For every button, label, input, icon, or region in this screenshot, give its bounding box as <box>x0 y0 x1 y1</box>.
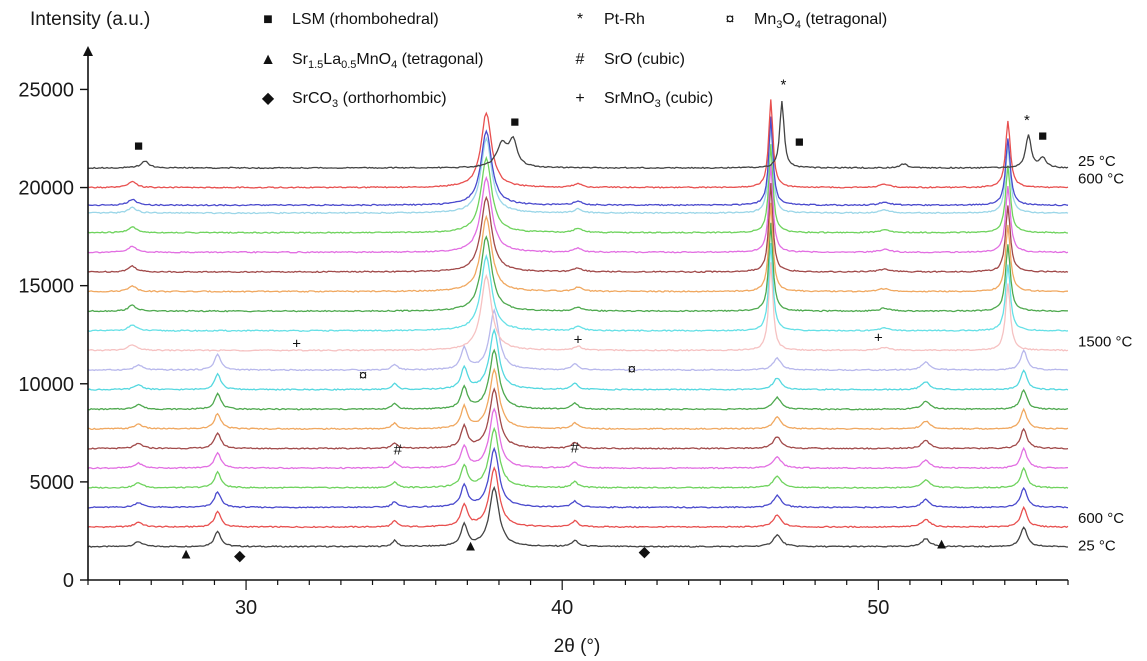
series-line <box>87 99 1069 189</box>
series-line <box>87 100 1069 170</box>
legend-label: Mn3O4 (tetragonal) <box>754 11 887 31</box>
peak-marker: + <box>574 332 583 349</box>
peak-marker: # <box>571 439 580 456</box>
peak-marker: ¤ <box>359 367 367 384</box>
series-line <box>87 116 1069 207</box>
legend-item: * Pt-Rh <box>577 11 645 28</box>
y-tick-label: 10000 <box>18 374 74 396</box>
peak-marker: ¤ <box>628 361 636 378</box>
y-ticks: 0 5000 10000 15000 20000 25000 <box>18 79 88 592</box>
series-line <box>88 182 1069 274</box>
temperature-label: 600 °C <box>1078 510 1124 527</box>
legend-symbol: ◆ <box>262 90 275 107</box>
x-tick-label: 30 <box>235 597 257 619</box>
series-line <box>88 348 1069 411</box>
legend-item: ¤ Mn3O4 (tetragonal) <box>726 11 888 31</box>
peak-marker: + <box>292 335 301 352</box>
legend-label: Pt-Rh <box>604 11 645 28</box>
y-tick-label: 25000 <box>18 79 74 101</box>
series-line <box>87 202 1069 293</box>
legend-symbol: ▲ <box>260 51 276 68</box>
temperature-label: 25 °C <box>1078 153 1116 170</box>
peak-marker: ▲ <box>179 545 194 562</box>
peak-marker: ◆ <box>639 543 651 560</box>
legend-label: Sr1.5La0.5MnO4 (tetragonal) <box>292 51 483 71</box>
series-line <box>87 222 1069 313</box>
series-line <box>87 387 1069 450</box>
temperature-label: 25 °C <box>1078 538 1116 555</box>
annotation-layer: ■ ■ ■ ■ * * + + + ¤ ¤ # # ▲ ▲ ▲ ◆ ◆ <box>134 76 1047 564</box>
plot-area: ■ ■ ■ ■ * * + + + ¤ ¤ # # ▲ ▲ ▲ ◆ ◆ <box>87 76 1069 564</box>
series-line <box>87 124 1069 215</box>
peak-marker: ■ <box>510 114 519 131</box>
legend-label: SrO (cubic) <box>604 51 685 68</box>
legend-item: ◆ SrCO3 (orthorhombic) <box>262 90 447 110</box>
peak-marker: # <box>394 441 403 458</box>
series-line <box>87 163 1069 254</box>
y-tick-label: 20000 <box>18 178 74 200</box>
legend-item: # SrO (cubic) <box>576 51 685 68</box>
y-axis-arrow <box>83 46 93 56</box>
y-tick-label: 0 <box>63 570 74 592</box>
legend-label: SrCO3 (orthorhombic) <box>292 90 447 110</box>
legend-symbol: * <box>577 11 583 28</box>
series-line <box>87 466 1069 529</box>
series-line <box>87 367 1069 431</box>
x-tick-label: 40 <box>551 597 573 619</box>
series-line <box>87 328 1069 391</box>
series-line <box>87 485 1068 548</box>
y-tick-label: 15000 <box>18 276 74 298</box>
series-line <box>87 446 1069 509</box>
series-line <box>87 144 1069 234</box>
peak-marker: + <box>874 330 883 347</box>
legend-symbol: # <box>576 51 585 68</box>
peak-marker: ■ <box>1038 127 1047 144</box>
x-axis-title: 2θ (°) <box>554 636 601 657</box>
series-line <box>87 242 1069 333</box>
peak-marker: ▲ <box>934 536 949 553</box>
peak-marker: ◆ <box>234 547 246 564</box>
series-layer <box>87 99 1069 548</box>
x-ticks: 30 40 50 <box>87 580 1069 619</box>
temperature-label: 1500 °C <box>1078 333 1133 350</box>
x-tick-label: 50 <box>867 597 889 619</box>
series-line <box>87 262 1069 352</box>
legend-item: + SrMnO3 (cubic) <box>575 90 713 110</box>
peak-marker: ■ <box>134 137 143 154</box>
peak-marker: ▲ <box>463 538 478 555</box>
series-line <box>87 426 1069 489</box>
legend-label: SrMnO3 (cubic) <box>604 90 713 110</box>
peak-marker: * <box>781 76 787 93</box>
peak-marker: * <box>1024 112 1030 129</box>
legend-symbol: ¤ <box>726 11 735 28</box>
legend-symbol: ■ <box>263 11 273 28</box>
legend-label: LSM (rhombohedral) <box>292 11 439 28</box>
legend-item: ■ LSM (rhombohedral) <box>263 11 439 28</box>
peak-marker: ■ <box>795 133 804 150</box>
series-line <box>87 308 1069 372</box>
y-tick-label: 5000 <box>30 472 75 494</box>
series-line <box>87 407 1069 470</box>
axes: 0 5000 10000 15000 20000 25000 30 40 50 <box>18 46 1069 619</box>
temperature-label: 600 °C <box>1078 171 1124 188</box>
legend-item: ▲ Sr1.5La0.5MnO4 (tetragonal) <box>260 51 483 71</box>
y-axis-title: Intensity (a.u.) <box>30 9 150 30</box>
legend-symbol: + <box>575 90 584 107</box>
legend: ■ LSM (rhombohedral) * Pt-Rh ¤ Mn3O4 (tetrago… <box>260 11 887 110</box>
